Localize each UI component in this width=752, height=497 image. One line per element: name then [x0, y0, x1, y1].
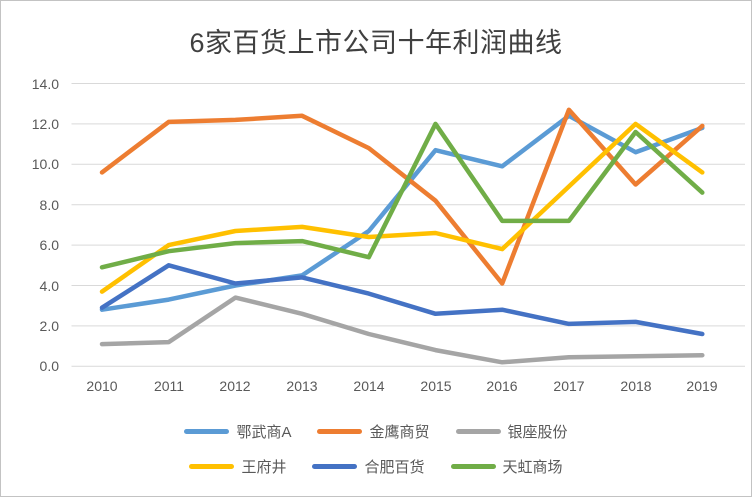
legend-line-swatch — [184, 429, 230, 434]
plot-area — [71, 83, 745, 367]
y-tick-label: 10.0 — [31, 156, 59, 172]
y-tick-label: 14.0 — [31, 76, 59, 92]
x-tick-label: 2014 — [353, 378, 385, 394]
legend-line-swatch — [450, 464, 496, 469]
legend-row: 鄂武商A 金鹰商贸 银座股份 — [184, 414, 568, 449]
legend-item-3: 王府井 — [189, 456, 286, 477]
legend-line-swatch — [455, 429, 501, 434]
legend-label: 鄂武商A — [236, 424, 292, 441]
x-tick-label: 2016 — [486, 378, 518, 394]
legend-line-swatch — [312, 464, 358, 469]
x-tick-label: 2017 — [553, 378, 585, 394]
y-tick-label: 8.0 — [39, 197, 59, 213]
legend-line-swatch — [317, 429, 363, 434]
x-tick-label: 2011 — [153, 378, 185, 394]
legend-label: 金鹰商贸 — [369, 424, 430, 441]
legend-label: 银座股份 — [507, 424, 568, 441]
x-tick-label: 2018 — [620, 378, 652, 394]
x-tick-label: 2012 — [219, 378, 251, 394]
series-line-5 — [99, 121, 705, 270]
legend-item-1: 金鹰商贸 — [317, 421, 430, 442]
y-tick-label: 12.0 — [31, 116, 59, 132]
y-tick-label: 6.0 — [39, 237, 59, 253]
legend-row: 王府井 合肥百货 天虹商场 — [189, 449, 563, 484]
x-tick-label: 2013 — [286, 378, 318, 394]
x-tick-label: 2019 — [686, 378, 718, 394]
legend-line-swatch — [189, 464, 235, 469]
legend-label: 王府井 — [241, 459, 287, 476]
y-tick-label: 4.0 — [39, 278, 59, 294]
y-tick-label: 0.0 — [39, 358, 59, 374]
legend-item-2: 银座股份 — [455, 421, 568, 442]
series-line-2 — [99, 295, 705, 365]
legend: 鄂武商A 金鹰商贸 银座股份王府井 合肥百货 天虹商场 — [1, 414, 751, 484]
chart-title: 6家百货上市公司十年利润曲线 — [189, 28, 563, 58]
legend-item-5: 天虹商场 — [450, 456, 563, 477]
x-tick-label: 2015 — [420, 378, 452, 394]
legend-item-4: 合肥百货 — [312, 456, 425, 477]
series-line-3 — [99, 121, 705, 294]
legend-label: 合肥百货 — [364, 459, 425, 476]
legend-item-0: 鄂武商A — [184, 421, 291, 442]
x-tick-label: 2010 — [86, 378, 118, 394]
legend-label: 天虹商场 — [502, 459, 563, 476]
series-line-1 — [99, 107, 705, 286]
y-tick-label: 2.0 — [39, 318, 59, 334]
series-line-4 — [99, 263, 705, 337]
